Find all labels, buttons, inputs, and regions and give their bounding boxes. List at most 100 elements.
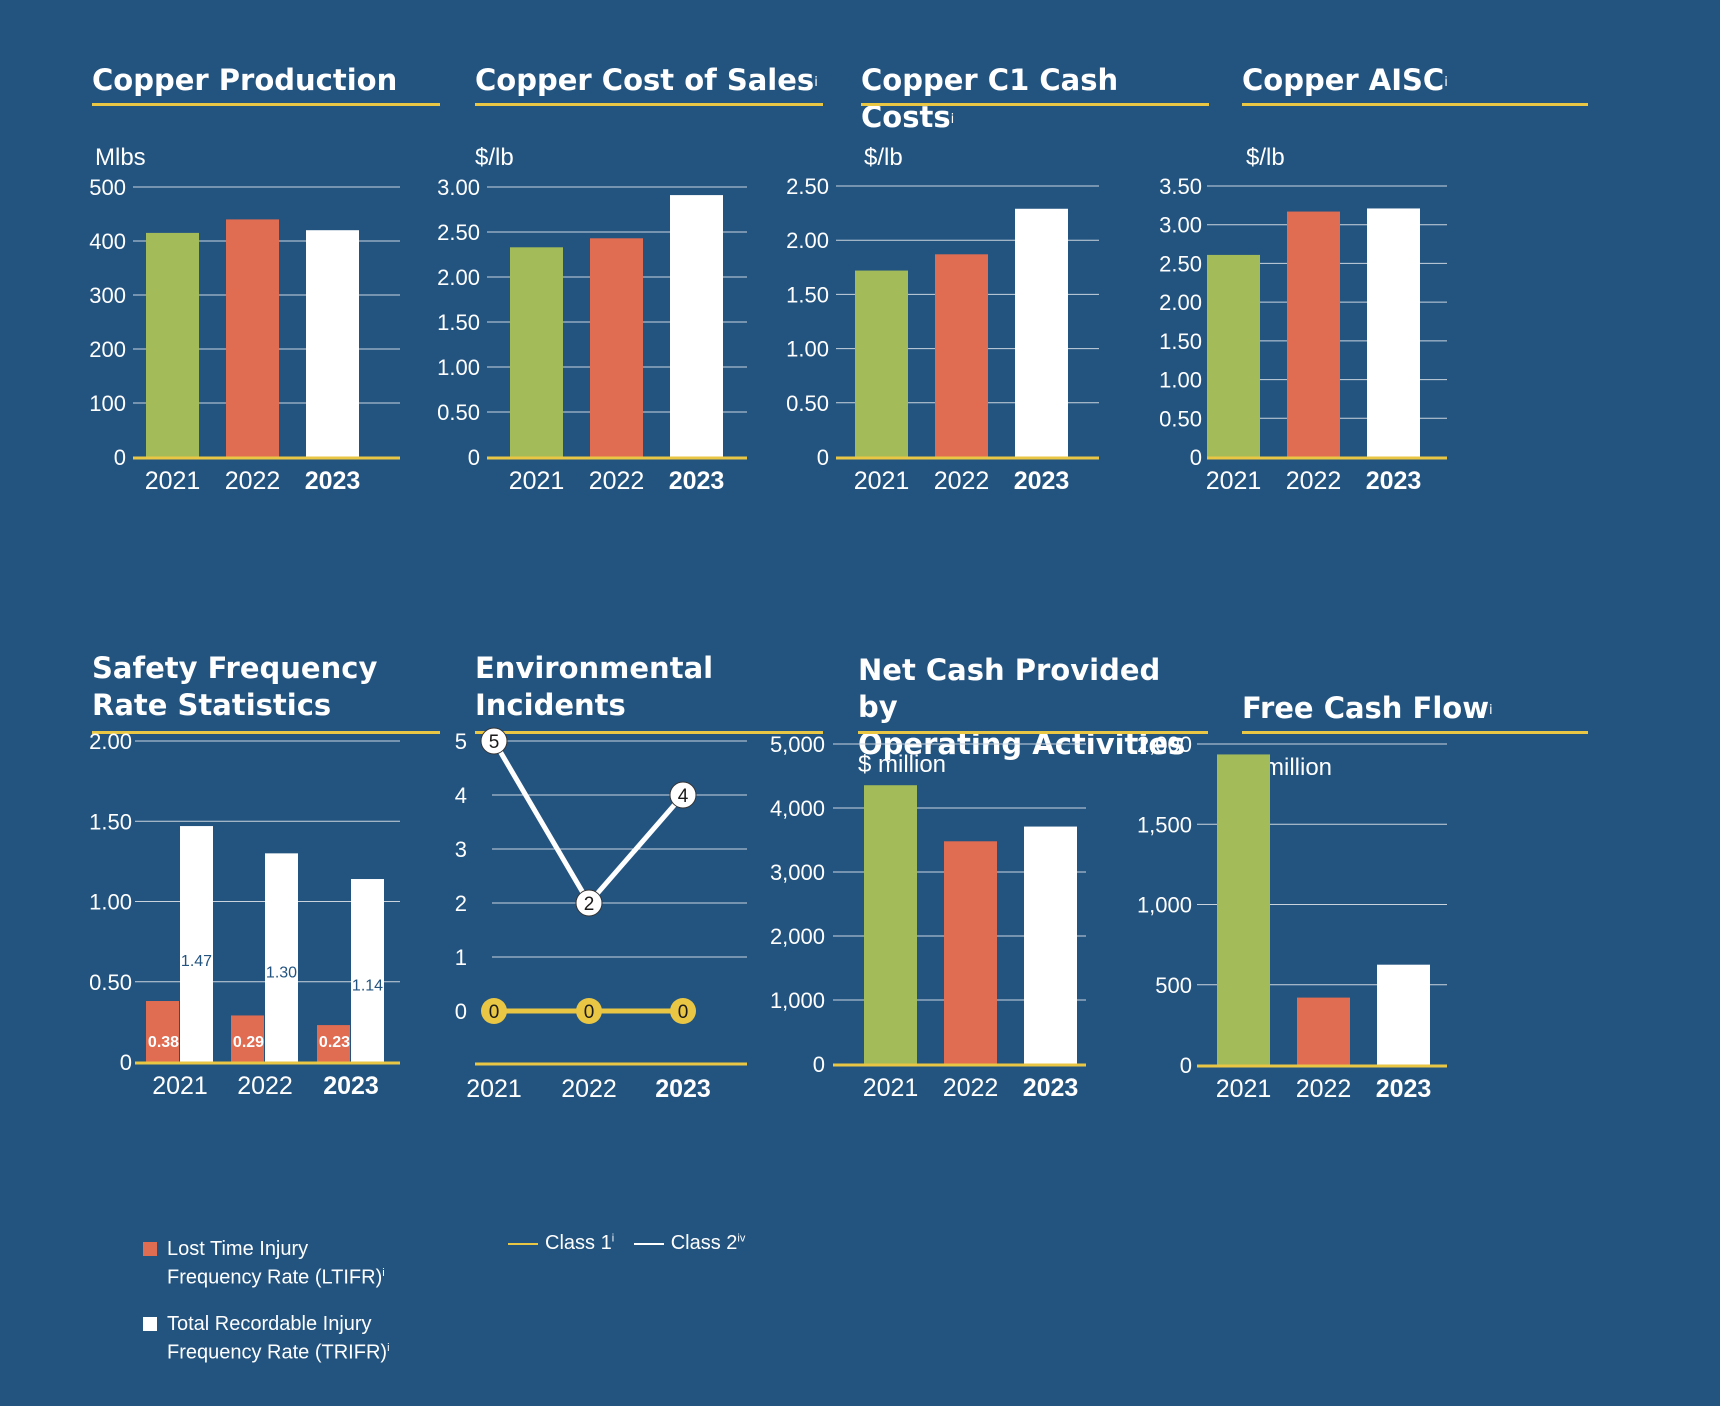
y-tick-label: 2,000 [770,924,825,949]
bar-2022 [944,841,997,1064]
y-tick-label: 0.50 [89,970,132,995]
y-tick-label: 2.00 [786,228,829,253]
legend-item-trifr: Total Recordable Injury Frequency Rate (… [143,1312,443,1365]
y-tick-label: 0 [1180,1053,1192,1078]
x-tick-label: 2021 [509,467,565,495]
x-tick-label: 2021 [863,1074,919,1102]
y-tick-label: 3.00 [437,175,480,200]
panel-free-cash-flow: Free Cash Flowi $ million 0 500 1,000 1,500… [1137,690,1588,1210]
x-tick-label: 2022 [1286,467,1342,495]
legend-item-class1: Class 1i [508,1232,614,1254]
y-tick-label: 0 [455,999,467,1024]
bar-2021 [1207,254,1260,457]
y-tick-label: 400 [89,229,126,254]
safety-legend: Lost Time Injury Frequency Rate (LTIFR)i… [143,1237,443,1364]
legend-label: Frequency Rate (TRIFR) [167,1341,388,1364]
y-tick-label: 0 [114,445,126,470]
point-class1-2023 [670,998,696,1024]
bar-2022 [1287,211,1340,457]
point-label-class2: 4 [678,786,689,807]
copper-production-chart: 0 100 200 300 400 500 2021 2022 2023 [89,175,400,495]
y-tick-label: 1.00 [89,890,132,915]
point-label-class1: 0 [489,1002,500,1023]
y-tick-label: 1,000 [1137,893,1192,918]
title-rule [861,103,1209,106]
y-tick-label: 1.00 [786,337,829,362]
y-tick-label: 0 [817,445,829,470]
panel-title: Copper Cost of Salesi [475,63,818,97]
x-tick-label: 2021 [1216,1075,1272,1103]
bar-2023 [670,195,723,457]
x-tick-label: 2022 [561,1075,617,1103]
unit-label: Mlbs [95,144,146,171]
y-tick-label: 500 [1155,973,1192,998]
y-tick-label: 2.00 [89,729,132,754]
copper-cost-of-sales-chart: 0 0.50 1.00 1.50 2.00 2.50 3.00 2021 2022 2023 [437,175,747,495]
y-tick-label: 1.50 [89,809,132,834]
legend-label: Total Recordable Injury [167,1312,372,1335]
environmental-legend: Class 1i Class 2iv [508,1232,745,1255]
data-label-trifr: 1.14 [352,978,383,995]
y-tick-label: 0 [1190,445,1202,470]
title-rule [475,103,823,106]
y-tick-label: 0.50 [437,400,480,425]
data-label-ltifr: 0.23 [319,1034,350,1051]
data-label-trifr: 1.47 [181,953,212,970]
copper-aisc-chart: 0 0.50 1.00 1.50 2.00 2.50 3.00 3.50 2021 2022 202… [1159,174,1447,495]
series-line-class2 [491,739,685,908]
x-tick-label: 2021 [1206,467,1262,495]
point-class1-2021 [481,998,507,1024]
y-tick-label: 1,000 [770,988,825,1013]
x-tick-label: 2022 [589,467,645,495]
bar-trifr-2023 [351,879,384,1062]
point-class2-2021 [480,727,508,755]
net-cash-operating-chart: 0 1,000 2,000 3,000 4,000 5,000 2021 2022 2023 [770,732,1086,1102]
title-rule [475,731,823,734]
bar-ltifr-2021 [146,1001,179,1062]
x-tick-label: 2021 [145,467,201,495]
bar-2021 [864,785,917,1064]
x-tick-label: 2022 [237,1072,293,1100]
bar-trifr-2021 [180,826,213,1062]
y-tick-label: 4,000 [770,796,825,821]
x-tick-label: 2021 [854,467,910,495]
panel-net-cash-operating: Net Cash Provided by Operating Activities… [770,652,1208,1212]
bar-2023 [1015,208,1068,457]
safety-frequency-chart: 0 0.50 1.00 1.50 2.00 0.38 1.47 0.29 1.30 0.23 1.1… [89,729,400,1100]
x-tick-label: 2021 [152,1072,208,1100]
y-tick-label: 2.00 [437,265,480,290]
y-tick-label: 2.50 [786,174,829,199]
point-class2-2022 [575,889,603,917]
x-tick-label: 2023 [1376,1075,1432,1103]
panel-copper-production: Copper Production Mlbs 0 100 200 300 400 500 2… [89,62,440,562]
point-label-class1: 0 [584,1002,595,1023]
bar-2023 [306,230,359,457]
bar-trifr-2022 [265,853,298,1062]
copper-c1-cash-costs-chart: 0 0.50 1.00 1.50 2.00 2.50 2021 2022 2023 [786,174,1099,495]
unit-label: $/lb [1246,144,1285,171]
y-tick-label: 2.50 [1159,251,1202,276]
y-tick-label: 5 [455,729,467,754]
x-tick-label: 2023 [1014,467,1070,495]
point-label-class1: 0 [678,1002,689,1023]
y-tick-label: 3.00 [1159,213,1202,238]
y-tick-label: 0 [120,1050,132,1075]
y-tick-label: 1 [455,945,467,970]
point-label-class2: 2 [584,894,595,915]
x-tick-label: 2022 [1296,1075,1352,1103]
point-class2-2023 [669,781,697,809]
free-cash-flow-chart: 0 500 1,000 1,500 2,000 2021 2022 2023 [1137,732,1447,1103]
y-tick-label: 0.50 [1159,406,1202,431]
y-tick-label: 1.50 [437,310,480,335]
point-class1-2022 [576,998,602,1024]
y-tick-label: 1.50 [786,282,829,307]
bar-2022 [590,238,643,457]
title-rule [92,103,440,106]
y-tick-label: 4 [455,783,467,808]
x-tick-label: 2023 [1023,1074,1079,1102]
trifr-swatch [143,1316,157,1331]
y-tick-label: 200 [89,337,126,362]
y-tick-label: 1.00 [437,355,480,380]
legend-item-class2: Class 2iv [633,1232,745,1254]
bar-2021 [1217,754,1270,1065]
